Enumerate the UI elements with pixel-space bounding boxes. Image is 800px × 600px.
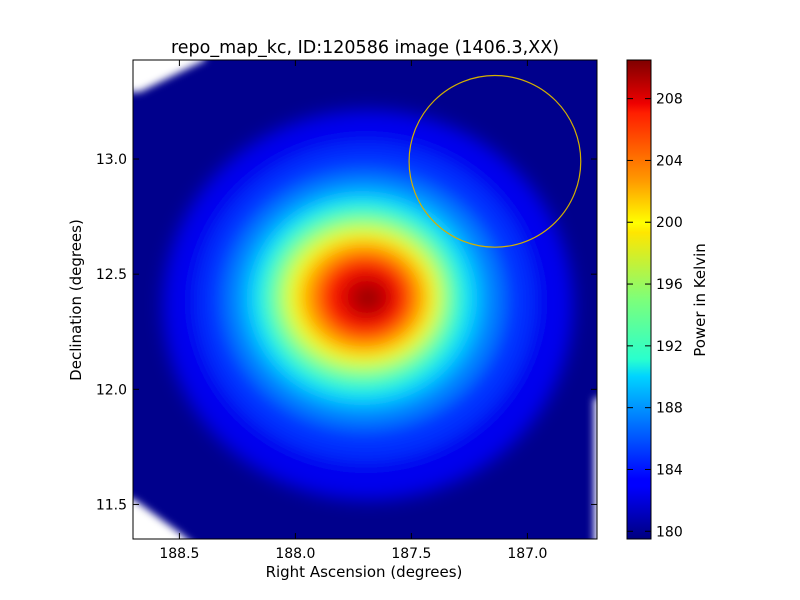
y-axis-label: Declination (degrees) [67, 219, 85, 381]
chart-title: repo_map_kc, ID:120586 image (1406.3,XX) [171, 38, 559, 58]
heat-layer-core [353, 285, 383, 311]
colorbar-tick-label: 208 [656, 92, 683, 108]
axes-frame [132, 59, 598, 540]
x-axis-ticks: 188.5 188.0 187.5 187.0 [159, 60, 547, 562]
y-tick-label: 13.0 [96, 152, 127, 168]
masked-corner-bottom-left [133, 499, 188, 539]
colorbar-tick-label: 180 [656, 524, 683, 540]
heatmap [133, 60, 597, 539]
y-tick-label: 12.5 [96, 267, 127, 283]
masked-corner-top-left [133, 60, 205, 92]
colorbar-tick-label: 184 [656, 462, 683, 478]
region-circle [408, 74, 582, 248]
colorbar [626, 59, 652, 540]
colorbar-tick-label: 188 [656, 401, 683, 417]
y-tick-label: 12.0 [96, 382, 127, 398]
colorbar-tick-label: 196 [656, 277, 683, 293]
x-tick-label: 187.0 [507, 546, 547, 562]
masked-corner-right [594, 398, 597, 539]
x-tick-label: 188.0 [275, 546, 315, 562]
colorbar-tick-label: 200 [656, 215, 683, 231]
y-axis-ticks: 11.5 12.0 12.5 13.0 [96, 152, 597, 513]
colorbar-ticks: 180 184 188 192 196 200 204 208 [627, 92, 683, 540]
x-tick-label: 187.5 [391, 546, 431, 562]
x-axis-label: Right Ascension (degrees) [266, 563, 463, 581]
x-tick-label: 188.5 [159, 546, 199, 562]
colorbar-tick-label: 204 [656, 153, 683, 169]
y-tick-label: 11.5 [96, 497, 127, 513]
colorbar-label: Power in Kelvin [691, 243, 709, 357]
colorbar-tick-label: 192 [656, 339, 683, 355]
